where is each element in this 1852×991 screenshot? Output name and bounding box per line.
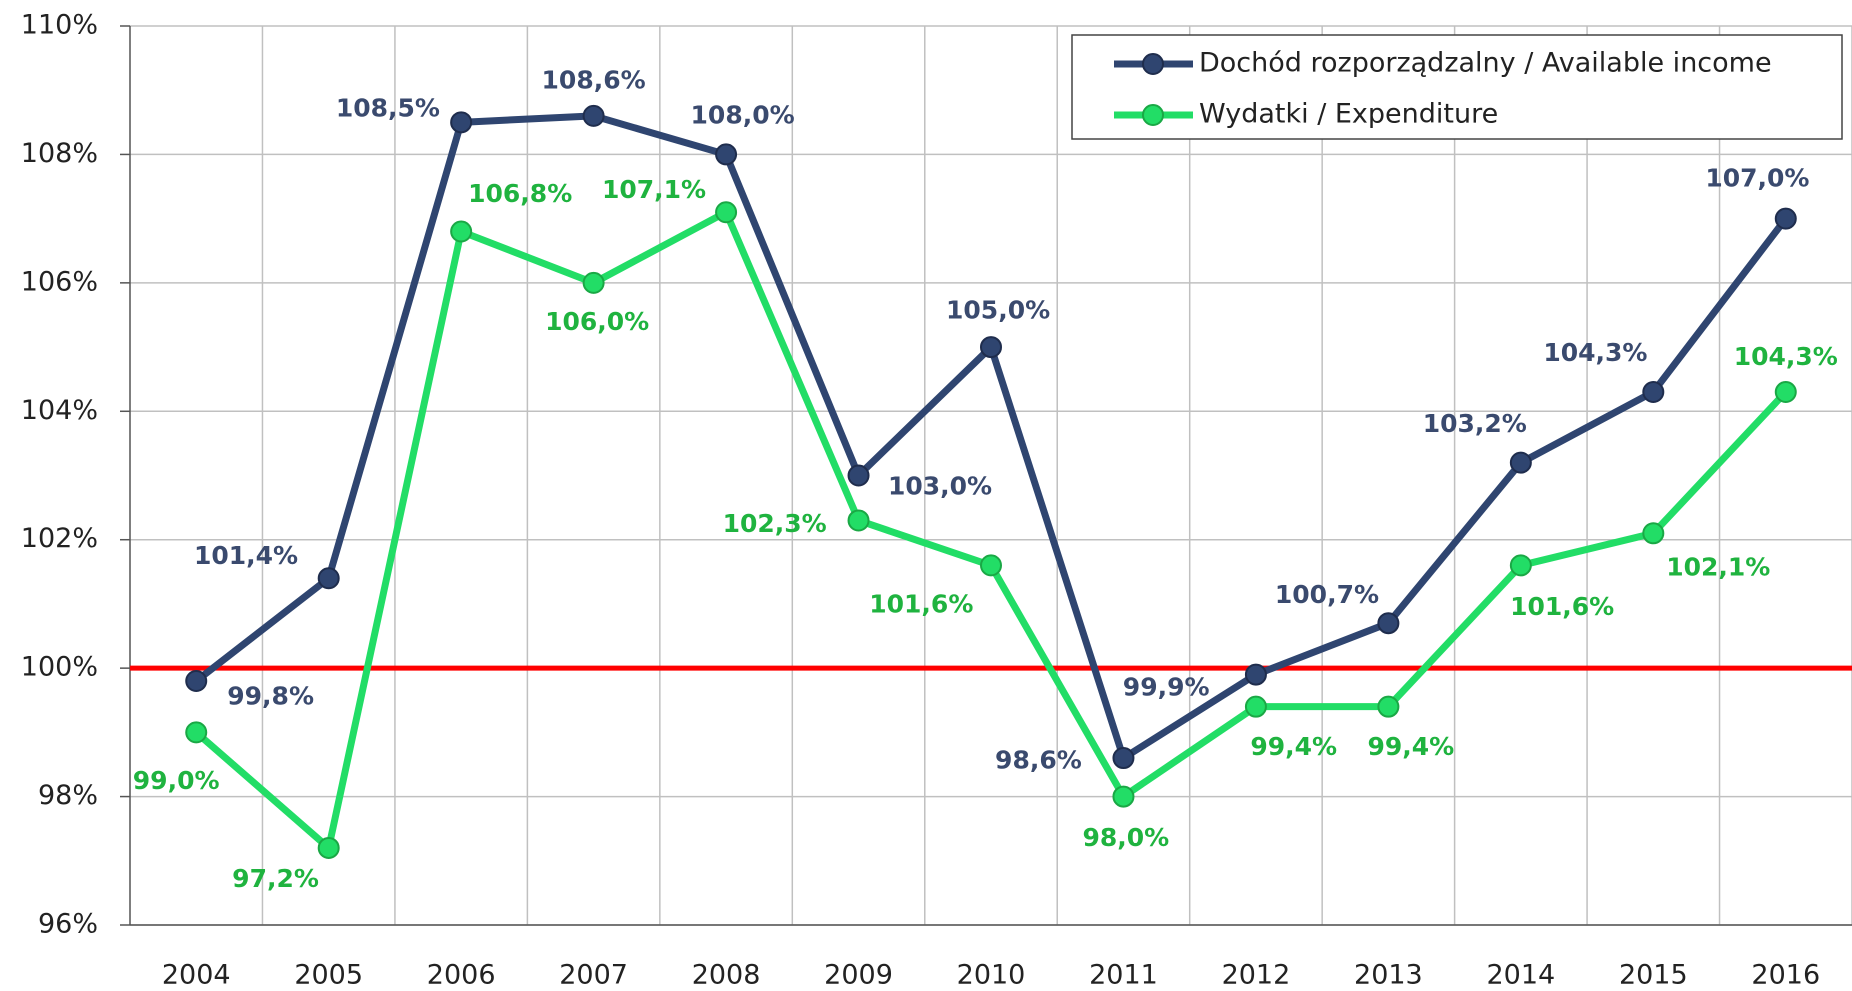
data-point [1244,695,1267,718]
data-point [1377,695,1400,718]
x-tick-label: 2008 [692,960,761,991]
data-point [185,721,208,744]
data-label: 103,2% [1423,409,1527,438]
data-label: 98,0% [1082,823,1169,852]
data-point [715,201,738,224]
data-point [1244,663,1267,686]
legend-box [1071,34,1843,140]
x-tick-label: 2012 [1222,960,1291,991]
data-label: 99,4% [1250,732,1337,761]
data-point [980,336,1002,359]
data-point [185,669,208,692]
x-tick-label: 2004 [162,960,231,991]
data-point [582,104,605,127]
y-tick-label: 106% [21,266,98,297]
data-label: 108,0% [691,101,795,130]
data-label: 103,0% [888,471,992,500]
x-tick-label: 2015 [1619,960,1688,991]
y-tick-label: 102% [21,523,98,554]
data-label: 107,1% [602,175,706,204]
series-line [194,112,1789,762]
x-tick-label: 2007 [559,960,628,991]
x-tick-label: 2010 [957,960,1026,991]
data-label: 101,4% [194,541,298,570]
data-point [715,143,738,166]
y-tick-label: 108% [21,138,98,169]
x-tick-label: 2013 [1354,960,1423,991]
data-label: 108,5% [336,93,440,122]
legend-marker [1142,104,1164,126]
data-label: 98,6% [995,746,1082,775]
data-point [450,220,473,243]
plot [185,104,1797,859]
data-point [1112,785,1135,808]
data-point [1112,747,1135,770]
legend-label: Wydatki / Expenditure [1199,99,1498,130]
legend-marker [1142,53,1164,75]
x-tick-label: 2005 [294,960,363,991]
data-point [450,111,473,134]
y-tick-label: 98% [38,780,98,811]
data-point [317,567,340,590]
data-point [1774,207,1797,230]
data-point [582,271,605,294]
data-label: 105,0% [946,296,1050,325]
data-point [1377,612,1400,635]
data-label: 104,3% [1734,342,1838,371]
legend: Dochód rozporządzalny / Available income… [1071,34,1843,140]
data-point [1774,381,1797,404]
data-label: 100,7% [1275,580,1379,609]
data-label: 107,0% [1705,164,1809,193]
data-label: 102,1% [1666,553,1770,582]
data-point [1509,451,1532,474]
data-label: 99,4% [1367,732,1454,761]
data-point [1509,554,1532,577]
data-label: 106,0% [545,307,649,336]
data-point [317,836,340,859]
data-point [1642,522,1665,545]
y-tick-label: 110% [21,10,98,41]
data-point [1642,381,1665,404]
labels: 96% 98% 100% 102% 104% 106% 108% 110% 2004 2005 20… [21,10,1838,991]
data-point [847,464,870,487]
data-label: 97,2% [232,864,319,893]
data-point [980,554,1002,577]
data-point [847,509,870,532]
y-tick-label: 104% [21,395,98,426]
y-tick-label: 96% [38,909,98,940]
data-label: 101,6% [869,590,973,619]
data-label: 104,3% [1543,338,1647,367]
data-label: 101,6% [1510,592,1614,621]
data-label: 99,0% [133,766,220,795]
data-label: 99,9% [1123,673,1210,702]
x-tick-label: 2016 [1751,960,1820,991]
legend-label: Dochód rozporządzalny / Available income [1199,48,1772,79]
data-label: 108,6% [542,66,646,95]
data-label: 106,8% [468,179,572,208]
x-tick-label: 2009 [824,960,893,991]
y-tick-label: 100% [21,652,98,683]
x-tick-label: 2014 [1486,960,1555,991]
x-tick-label: 2011 [1089,960,1158,991]
x-tick-label: 2006 [427,960,496,991]
data-label: 99,8% [227,682,314,711]
data-label: 102,3% [723,509,827,538]
